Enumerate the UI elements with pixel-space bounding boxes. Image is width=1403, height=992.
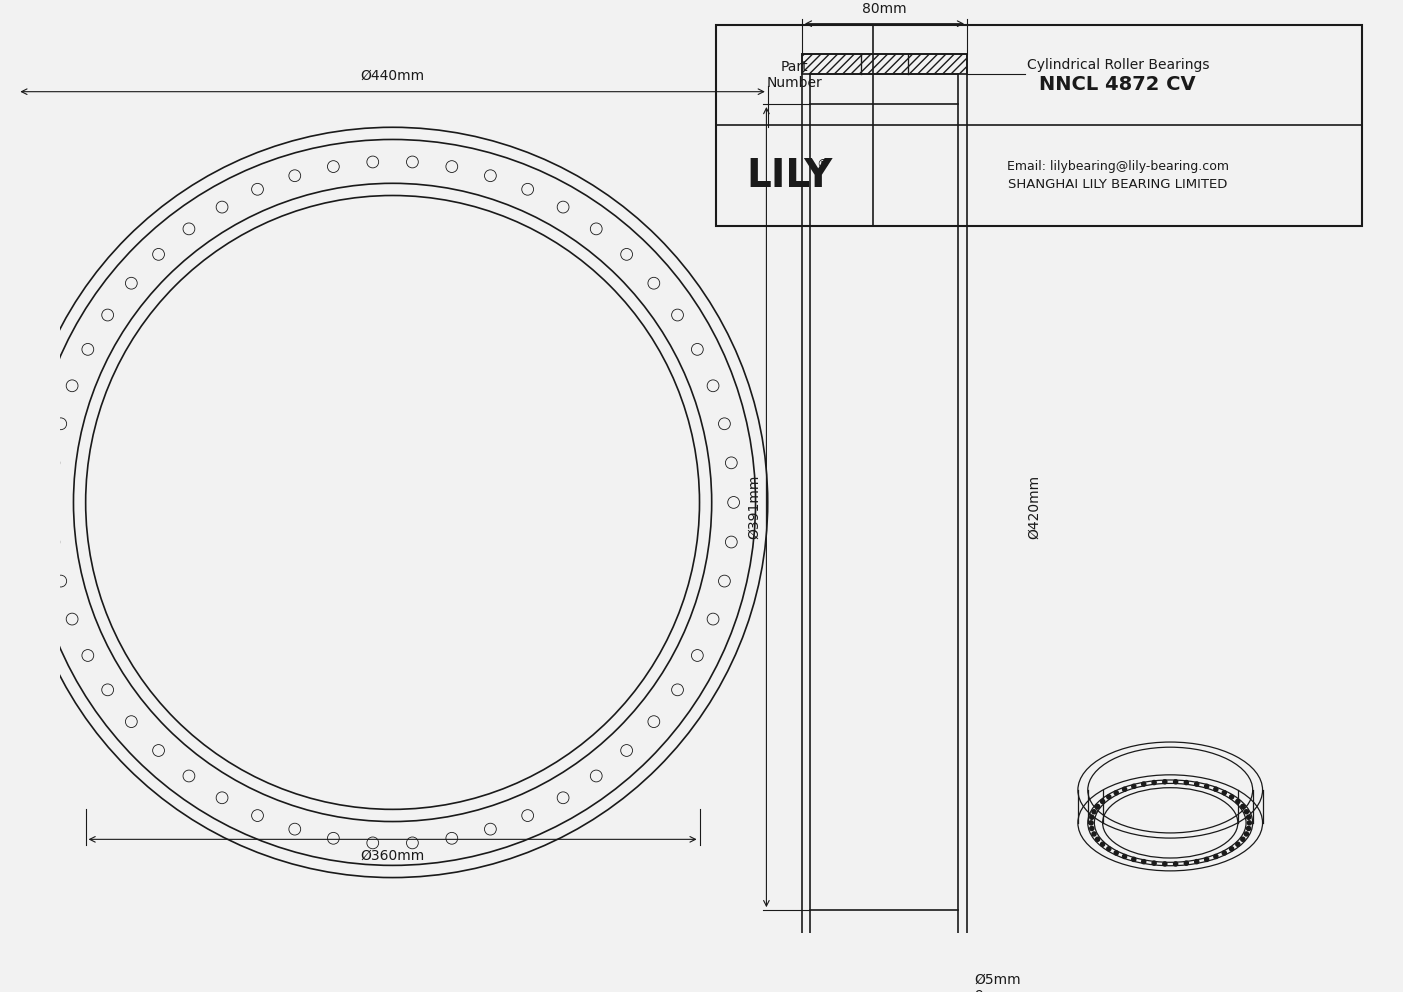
Text: ®: ®: [817, 158, 829, 171]
Circle shape: [1163, 862, 1167, 866]
Circle shape: [1184, 861, 1188, 865]
Circle shape: [1205, 857, 1209, 861]
Circle shape: [1184, 781, 1188, 785]
Bar: [716, 25, 1362, 226]
Circle shape: [1092, 809, 1096, 813]
Circle shape: [1142, 782, 1146, 786]
Circle shape: [1152, 781, 1156, 785]
Circle shape: [1132, 785, 1136, 789]
Circle shape: [1114, 851, 1118, 855]
Text: LILY: LILY: [746, 157, 833, 194]
Circle shape: [1229, 847, 1233, 851]
Circle shape: [1222, 791, 1226, 795]
Circle shape: [1096, 805, 1100, 808]
Circle shape: [1173, 862, 1177, 866]
Circle shape: [1090, 826, 1094, 830]
Circle shape: [1114, 791, 1118, 795]
Text: Ø420mm: Ø420mm: [1027, 475, 1041, 540]
Text: Ø360mm: Ø360mm: [361, 849, 425, 863]
Circle shape: [1122, 854, 1127, 858]
Circle shape: [1222, 851, 1226, 855]
Text: 80mm: 80mm: [863, 2, 906, 16]
Circle shape: [1096, 837, 1100, 841]
Circle shape: [1107, 795, 1111, 799]
Circle shape: [1240, 837, 1244, 841]
Circle shape: [1236, 800, 1240, 804]
Bar: [803, 54, 967, 74]
Circle shape: [1107, 847, 1111, 851]
Text: Email: lilybearing@lily-bearing.com: Email: lilybearing@lily-bearing.com: [1007, 160, 1229, 173]
Circle shape: [1247, 815, 1250, 819]
Text: SHANGHAI LILY BEARING LIMITED: SHANGHAI LILY BEARING LIMITED: [1009, 178, 1228, 190]
Circle shape: [1214, 854, 1218, 858]
Circle shape: [1236, 842, 1240, 846]
Circle shape: [1142, 860, 1146, 864]
Circle shape: [1244, 809, 1249, 813]
Text: NNCL 4872 CV: NNCL 4872 CV: [1040, 74, 1197, 94]
Circle shape: [1244, 832, 1249, 836]
Text: Part
Number: Part Number: [766, 60, 822, 90]
Text: Cylindrical Roller Bearings: Cylindrical Roller Bearings: [1027, 58, 1209, 71]
Text: Ø391mm: Ø391mm: [746, 475, 760, 540]
Circle shape: [1089, 820, 1093, 825]
Text: 9mm: 9mm: [975, 989, 1010, 992]
Circle shape: [1205, 785, 1209, 789]
Circle shape: [1090, 815, 1094, 819]
Circle shape: [1214, 788, 1218, 792]
Circle shape: [1100, 842, 1104, 846]
Circle shape: [1092, 832, 1096, 836]
Circle shape: [1163, 780, 1167, 784]
Bar: [803, 940, 967, 960]
Circle shape: [1122, 788, 1127, 792]
Circle shape: [1100, 800, 1104, 804]
Circle shape: [1195, 782, 1198, 786]
Text: Ø5mm: Ø5mm: [975, 972, 1021, 986]
Bar: [803, 54, 967, 960]
Circle shape: [1229, 795, 1233, 799]
Circle shape: [1152, 861, 1156, 865]
Circle shape: [1240, 805, 1244, 808]
Circle shape: [1132, 857, 1136, 861]
Circle shape: [1195, 860, 1198, 864]
Text: Ø440mm: Ø440mm: [361, 68, 425, 82]
Circle shape: [1173, 780, 1177, 784]
Circle shape: [1247, 826, 1250, 830]
Circle shape: [1247, 820, 1251, 825]
